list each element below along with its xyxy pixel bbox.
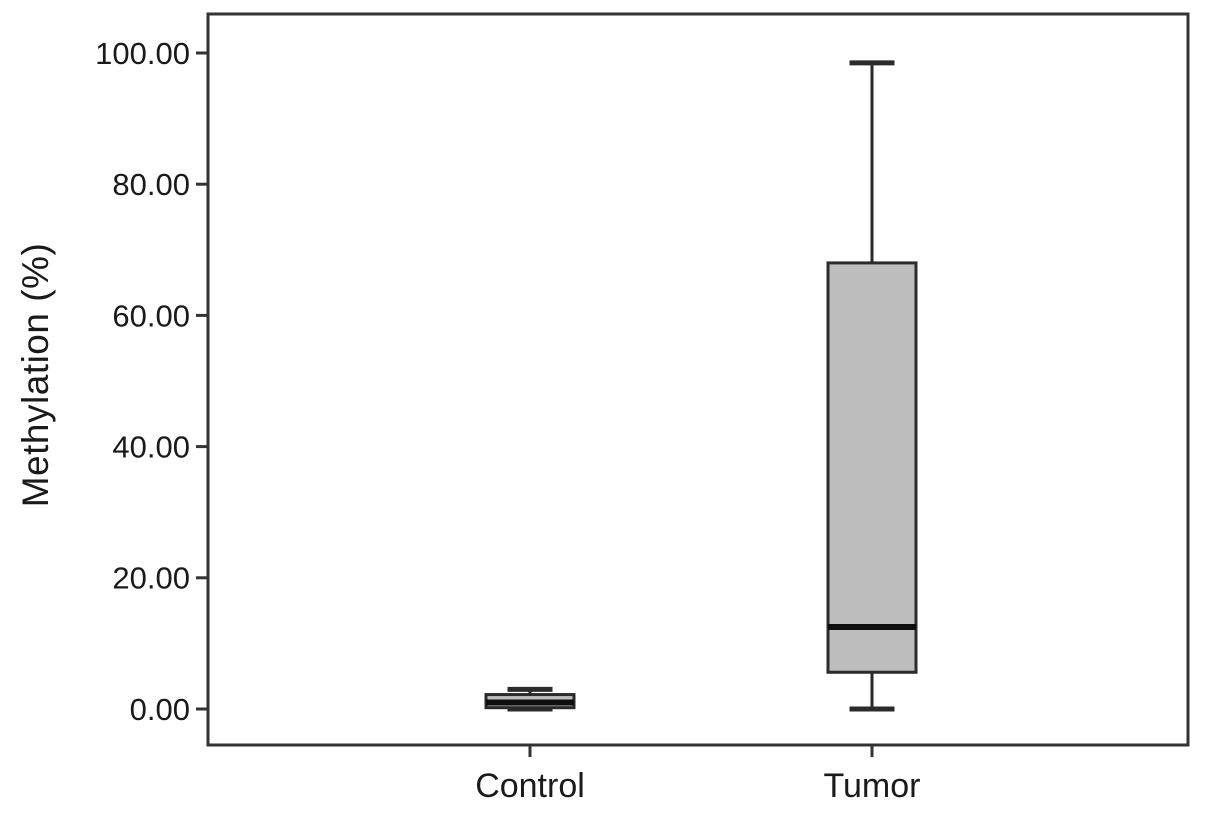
boxplot-tumor-box bbox=[826, 261, 918, 674]
x-category-label: Tumor bbox=[824, 767, 921, 805]
y-tick-label: 60.00 bbox=[112, 298, 190, 333]
y-tick-label: 0.00 bbox=[130, 692, 190, 727]
y-tick-label: 80.00 bbox=[112, 167, 190, 202]
x-category-label: Control bbox=[475, 767, 585, 805]
plot-frame bbox=[206, 12, 1190, 747]
y-tick-label: 100.00 bbox=[95, 36, 190, 71]
y-tick-label: 40.00 bbox=[112, 429, 190, 464]
y-axis-title: Methylation (%) bbox=[15, 242, 56, 508]
y-tick-label: 20.00 bbox=[112, 561, 190, 596]
